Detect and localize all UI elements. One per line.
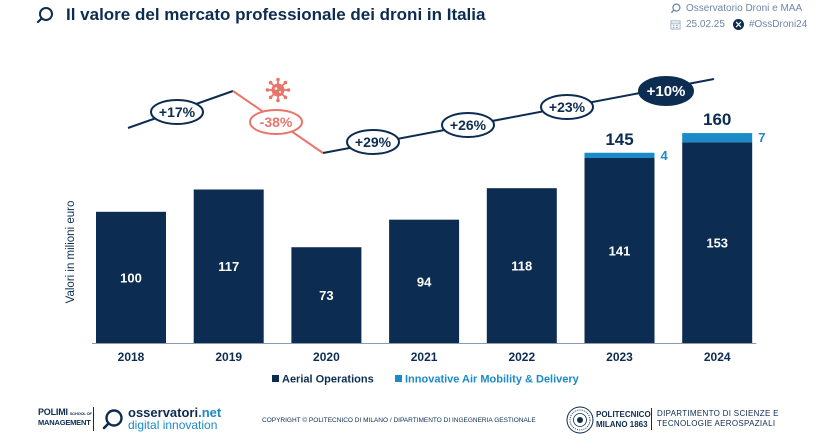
- x-tick-label-2019: 2019: [215, 350, 242, 364]
- growth-label-0: +17%: [159, 104, 196, 120]
- data-label-aerial-2022: 118: [511, 259, 532, 274]
- bar-iam-delivery-2024: [682, 133, 753, 143]
- growth-badge-0: [150, 99, 204, 125]
- calendar-icon: [670, 19, 681, 30]
- data-label-aerial-2023: 141: [609, 244, 631, 259]
- x-tick-label-2021: 2021: [411, 350, 438, 364]
- x-logo-icon: [732, 18, 744, 30]
- total-label-2023: 145: [605, 130, 633, 149]
- bar-aerial-operations-2022: [486, 188, 557, 343]
- bar-aerial-operations-2018: [96, 211, 166, 343]
- hashtag-label: #OssDroni24: [748, 18, 808, 30]
- polimi-logo: POLIMI SCHOOL OF MANAGEMENT: [38, 407, 92, 428]
- x-tick-label-2024: 2024: [704, 350, 731, 364]
- growth-badge-4: [540, 94, 594, 120]
- bar-chart: +17% -38% +29% +26% +23% +10% 100 2018 117 2019 7…: [65, 76, 765, 386]
- footer-divider: [93, 407, 94, 431]
- legend-swatch-1: [395, 375, 402, 382]
- virus-icon: [265, 77, 291, 103]
- page-title: Il valore del mercato professionale dei …: [66, 5, 486, 24]
- data-label-aerial-2019: 117: [218, 259, 239, 274]
- growth-badge-3: [441, 112, 495, 138]
- politecnico-seal-icon: [566, 406, 594, 434]
- total-label-2024: 160: [703, 110, 731, 129]
- bar-aerial-operations-2019: [193, 189, 264, 343]
- search-icon: [670, 2, 681, 13]
- copyright-text: COPYRIGHT © POLITECNICO DI MILANO / DIPA…: [262, 417, 536, 424]
- department-name: DIPARTIMENTO DI SCIENZE E TECNOLOGIE AERO…: [657, 409, 779, 428]
- header-meta: Osservatorio Droni e MAA 25.02.25 #OssDr…: [670, 0, 807, 32]
- data-label-iam-2023: 4: [661, 148, 669, 163]
- legend-label-0: Aerial Operations: [282, 374, 374, 386]
- bar-aerial-operations-2020: [291, 247, 362, 343]
- data-label-aerial-2024: 153: [706, 236, 728, 251]
- growth-badge-1: [249, 109, 303, 135]
- data-label-aerial-2018: 100: [120, 270, 142, 285]
- legend-label-1: Innovative Air Mobility & Delivery: [405, 374, 580, 386]
- bar-aerial-operations-2024: [682, 142, 753, 343]
- growth-label-4: +23%: [549, 99, 586, 115]
- data-label-aerial-2020: 73: [319, 288, 333, 303]
- growth-label-2: +29%: [355, 134, 392, 150]
- x-tick-label-2020: 2020: [313, 350, 340, 364]
- osservatori-name: osservatori.net: [128, 405, 222, 420]
- bar-aerial-operations-2023: [584, 158, 655, 343]
- growth-label-3: +26%: [450, 117, 487, 133]
- header: Il valore del mercato professionale dei …: [36, 5, 485, 25]
- osservatori-tagline: digital innovation: [128, 418, 218, 432]
- date-label: 25.02.25: [686, 18, 725, 30]
- growth-badge-5: [638, 76, 694, 106]
- politecnico-name: POLITECNICO MILANO 1863: [596, 410, 651, 429]
- search-icon: [36, 7, 53, 24]
- source-label: Osservatorio Droni e MAA: [686, 2, 803, 14]
- bar-iam-delivery-2023: [584, 152, 655, 159]
- growth-label-1: -38%: [260, 114, 293, 130]
- data-label-iam-2024: 7: [758, 130, 765, 145]
- growth-badge-2: [346, 129, 400, 155]
- growth-label-5: +10%: [647, 83, 686, 100]
- osservatori-logo-icon: [102, 409, 123, 430]
- footer-divider: [651, 408, 652, 430]
- x-tick-label-2022: 2022: [508, 350, 535, 364]
- x-tick-label-2023: 2023: [606, 350, 633, 364]
- bar-aerial-operations-2021: [389, 219, 460, 343]
- y-axis-label: Valori in milioni euro: [65, 201, 77, 304]
- x-tick-label-2018: 2018: [118, 350, 145, 364]
- data-label-aerial-2021: 94: [417, 274, 432, 289]
- legend-swatch-0: [272, 375, 279, 382]
